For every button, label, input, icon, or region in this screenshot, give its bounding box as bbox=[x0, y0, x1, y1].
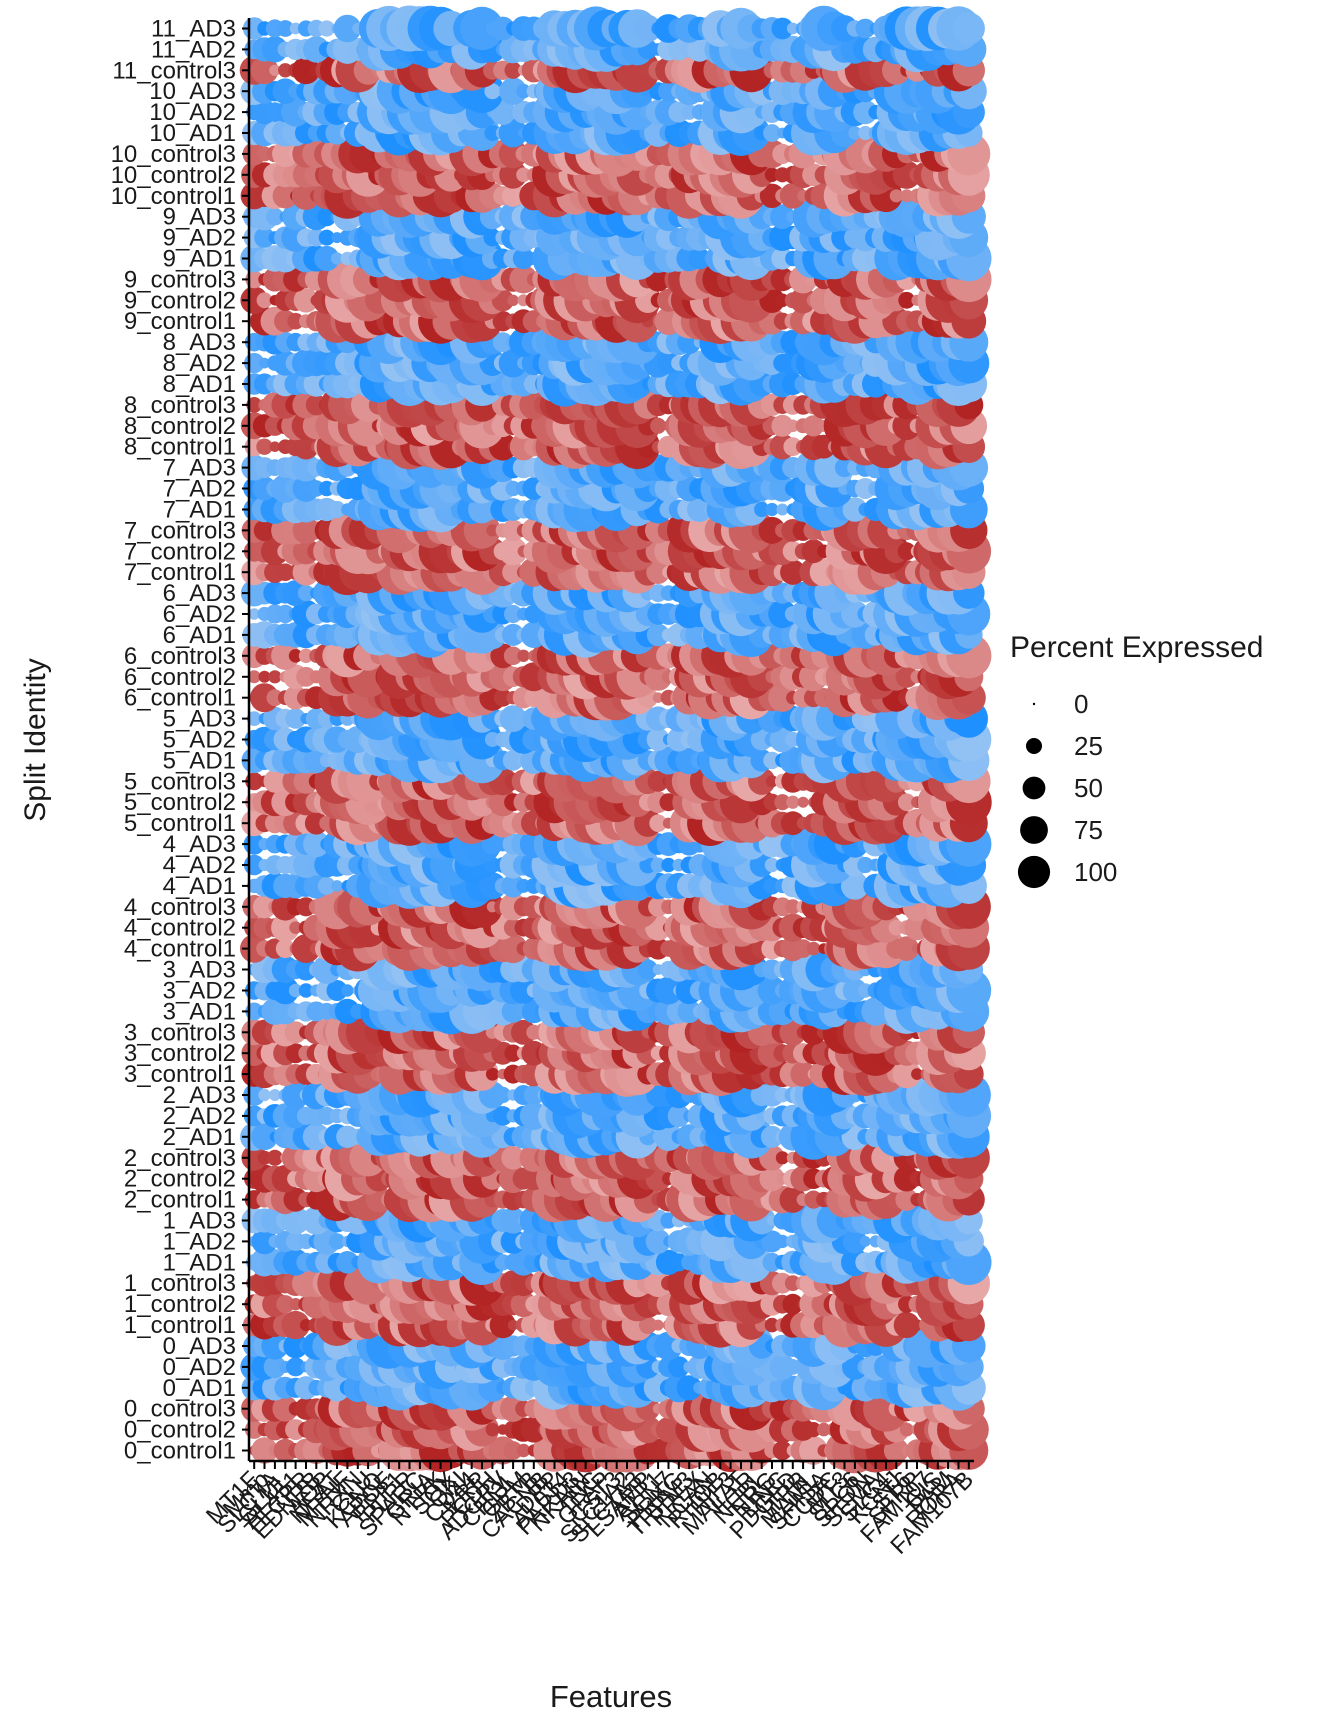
dot-1_AD2-SLC6 bbox=[842, 1229, 868, 1254]
dot-layer bbox=[239, 5, 992, 1474]
dot-2_control1-PDGFD bbox=[779, 1186, 807, 1213]
dot-1_control1-AL451 bbox=[281, 1310, 310, 1340]
dot-0_AD2-SLC7A bbox=[263, 1355, 287, 1379]
dot-1_AD2-ATP1 bbox=[645, 1229, 671, 1254]
dot-0_AD1-NEAT bbox=[323, 1374, 351, 1402]
dot-0_control2-SHISA bbox=[817, 1422, 831, 1437]
dot-0_control3-GLUL bbox=[272, 1395, 299, 1422]
dot-1_control1-ATP1 bbox=[652, 1319, 664, 1331]
dot-0_AD1-TRPM3 bbox=[676, 1375, 702, 1401]
dot-5_control2-ITPR bbox=[797, 796, 809, 808]
dot-3_AD2-MTHF bbox=[341, 984, 354, 997]
y-axis-ticks: 0_control10_control20_control30_AD10_AD2… bbox=[111, 16, 249, 1465]
dot-0_control1-GPM bbox=[516, 1443, 531, 1458]
dot-2_control1-ST6 bbox=[895, 1188, 918, 1211]
dot-9_control2-CHI3L bbox=[507, 294, 519, 306]
dot-1_AD2-Mmp bbox=[251, 1228, 278, 1255]
dot-5_control2-PDGFD bbox=[786, 795, 800, 809]
dot-1_control3-PDGFD bbox=[784, 1275, 801, 1292]
dot-0_AD2-AL451 bbox=[286, 1357, 306, 1377]
dot-0_control2-ST6 bbox=[899, 1422, 914, 1437]
dot-4_AD1-NEAT bbox=[331, 880, 343, 892]
dot-1_control1-LSAMP bbox=[638, 1316, 657, 1334]
dot-1_control2-PDGFD bbox=[782, 1293, 804, 1315]
dot-1_AD2-LINC bbox=[775, 1234, 790, 1249]
y-tick-label: 11_AD3 bbox=[151, 16, 236, 43]
dot-0_AD3-AL451 bbox=[283, 1333, 308, 1359]
dot-1_AD2-NEAT bbox=[328, 1233, 346, 1250]
dot-1_AD1-MTHF bbox=[336, 1251, 359, 1274]
dot-2_AD3-Mmp bbox=[258, 1088, 271, 1102]
dot-0_control1-MAML bbox=[799, 1436, 828, 1465]
dot-11_AD3-FAM10 bbox=[952, 12, 985, 45]
dot-1_control1-ST6 bbox=[893, 1312, 920, 1339]
dot-0_control1-LINC bbox=[772, 1440, 793, 1461]
dot-1_control2-AL451 bbox=[289, 1298, 302, 1311]
dot-1_AD3-SCN7 bbox=[660, 1212, 677, 1229]
dot-1_AD3-CHI3L bbox=[499, 1207, 527, 1234]
dot-1_AD2-NRG bbox=[761, 1230, 783, 1253]
dot-0_control2-MAML bbox=[805, 1422, 822, 1438]
dot-6_control3-GPM bbox=[517, 649, 530, 662]
dot-0_control1-Mmp bbox=[251, 1437, 278, 1464]
x-axis-ticks: MT1FMmpSLC7AGLULAL451TECPREDNRBAQPNEATMT… bbox=[201, 1461, 979, 1560]
dot-4_control1-MAML bbox=[806, 941, 821, 956]
dot-0_control2-PCDH bbox=[485, 1422, 500, 1437]
dot-1_control3-ATP1 bbox=[644, 1269, 672, 1298]
dot-1_control1-CHI3L bbox=[507, 1319, 519, 1331]
dot-1_AD2-SPON bbox=[859, 1236, 871, 1247]
dot-1_control1-NRG bbox=[764, 1317, 780, 1333]
dot-1_control1-ADGRV bbox=[489, 1311, 516, 1339]
dot-0_control1-CHI3L bbox=[503, 1441, 523, 1460]
dot-0_AD3-SLC7A bbox=[261, 1332, 289, 1360]
dot-1_control2-GLUL bbox=[276, 1295, 295, 1314]
dot-0_AD2-PRKG bbox=[668, 1356, 690, 1378]
